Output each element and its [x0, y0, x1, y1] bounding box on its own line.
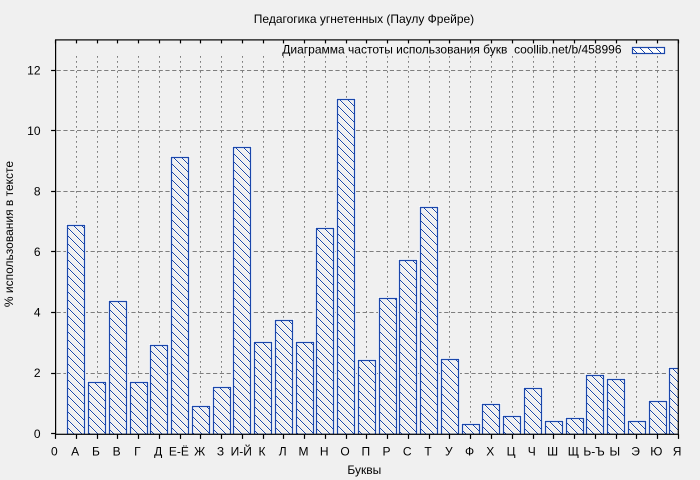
svg-text:Г: Г	[134, 445, 141, 459]
svg-text:И-Й: И-Й	[231, 444, 252, 459]
svg-text:Ю: Ю	[650, 445, 662, 459]
svg-text:Буквы: Буквы	[347, 463, 381, 477]
svg-text:4: 4	[34, 306, 41, 320]
svg-text:Ф: Ф	[465, 445, 474, 459]
svg-text:10: 10	[27, 124, 41, 138]
svg-text:6: 6	[34, 245, 41, 259]
svg-text:Н: Н	[320, 445, 329, 459]
svg-text:Э: Э	[631, 445, 640, 459]
svg-text:% использования в тексте: % использования в тексте	[2, 161, 16, 307]
svg-text:К: К	[258, 445, 265, 459]
svg-text:Х: Х	[486, 445, 494, 459]
svg-text:С: С	[403, 445, 412, 459]
svg-text:Б: Б	[92, 445, 100, 459]
svg-text:2: 2	[34, 366, 41, 380]
svg-text:0: 0	[34, 427, 41, 441]
svg-text:Ш: Ш	[547, 445, 558, 459]
svg-text:Щ: Щ	[568, 445, 579, 459]
svg-text:Ж: Ж	[194, 445, 205, 459]
svg-text:Т: Т	[424, 445, 432, 459]
svg-text:Ь-Ъ: Ь-Ъ	[583, 445, 604, 459]
svg-text:О: О	[340, 445, 349, 459]
svg-text:Ц: Ц	[507, 445, 516, 459]
svg-text:0: 0	[51, 445, 58, 459]
svg-text:В: В	[113, 445, 121, 459]
svg-text:М: М	[298, 445, 308, 459]
svg-text:З: З	[217, 445, 224, 459]
svg-text:Е-Ё: Е-Ё	[169, 445, 189, 459]
svg-text:Д: Д	[154, 445, 162, 459]
svg-text:У: У	[445, 445, 453, 459]
svg-text:Ч: Ч	[528, 445, 536, 459]
svg-text:Р: Р	[383, 445, 391, 459]
svg-text:Л: Л	[279, 445, 287, 459]
svg-text:12: 12	[27, 63, 41, 77]
svg-text:Я: Я	[673, 445, 682, 459]
svg-text:Педагогика угнетенных (Паулу Ф: Педагогика угнетенных (Паулу Фрейре)	[254, 12, 474, 26]
svg-text:А: А	[71, 445, 79, 459]
svg-text:8: 8	[34, 185, 41, 199]
svg-text:Ы: Ы	[610, 445, 621, 459]
svg-text:П: П	[361, 445, 370, 459]
svg-text:Диаграмма частоты использовани: Диаграмма частоты использования букв coo…	[282, 42, 622, 56]
